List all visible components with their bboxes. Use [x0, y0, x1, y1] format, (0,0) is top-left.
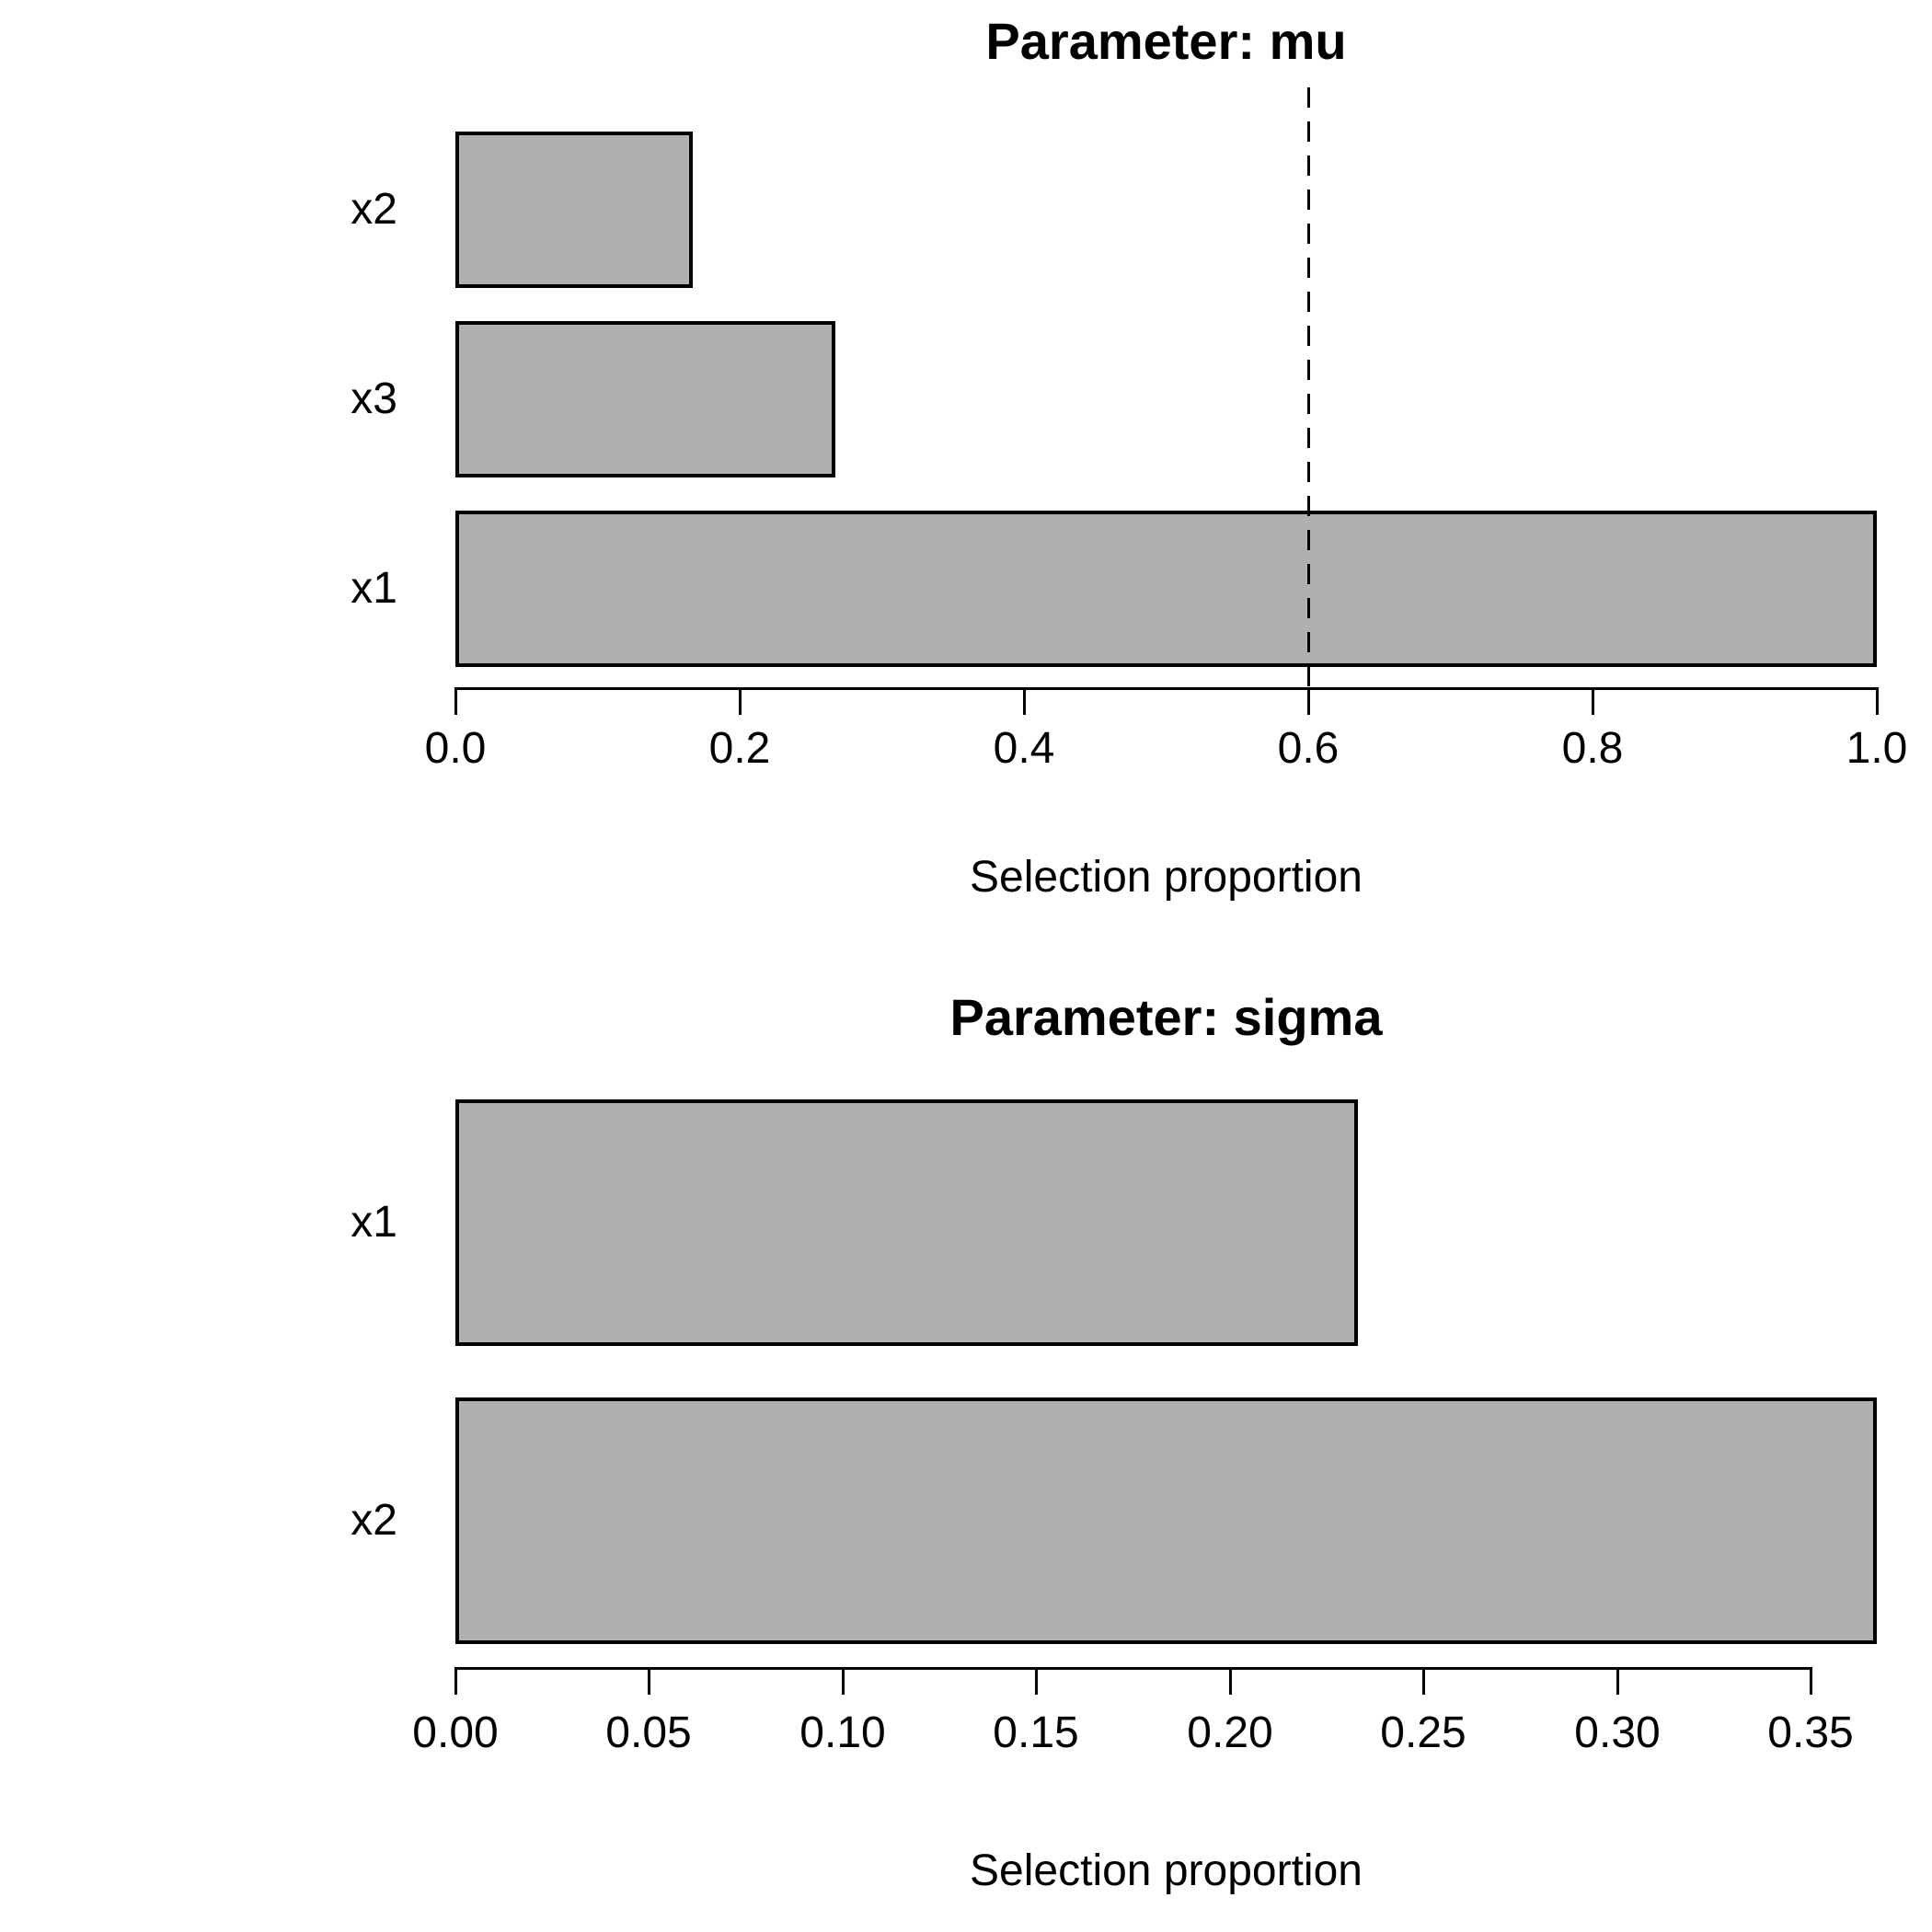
x-axis-label: Selection proportion — [970, 853, 1363, 902]
bar-x1 — [455, 1099, 1358, 1346]
x-axis-tick-label: 0.4 — [993, 724, 1055, 773]
bar-x2 — [455, 1397, 1877, 1644]
x-axis-tick-label: 0.15 — [993, 1708, 1079, 1757]
x-axis-tick-label: 0.0 — [424, 724, 487, 773]
x-axis-tick — [1592, 687, 1594, 715]
x-axis-tick-label: 0.05 — [605, 1708, 692, 1757]
x-axis-tick — [1229, 1667, 1232, 1695]
category-label-x3: x3 — [351, 374, 397, 423]
x-axis-label: Selection proportion — [970, 1846, 1363, 1895]
x-axis-tick — [1810, 1667, 1812, 1695]
x-axis-tick — [1307, 687, 1310, 715]
x-axis-tick — [1876, 687, 1879, 715]
x-axis-tick-label: 0.10 — [799, 1708, 886, 1757]
threshold-dashed-line — [1307, 87, 1310, 687]
x-axis-tick — [842, 1667, 845, 1695]
x-axis-tick — [1023, 687, 1026, 715]
x-axis-tick — [454, 1667, 457, 1695]
bar-x3 — [455, 321, 835, 477]
category-label-x1: x1 — [351, 1198, 397, 1247]
x-axis-tick-label: 0.20 — [1187, 1708, 1273, 1757]
x-axis-tick-label: 0.6 — [1277, 724, 1340, 773]
x-axis-line — [454, 687, 1879, 690]
x-axis-tick-label: 0.8 — [1561, 724, 1624, 773]
x-axis-tick-label: 0.35 — [1767, 1708, 1854, 1757]
x-axis-tick — [454, 687, 457, 715]
x-axis-tick — [648, 1667, 650, 1695]
x-axis-tick — [739, 687, 742, 715]
x-axis-tick — [1035, 1667, 1038, 1695]
category-label-x2: x2 — [351, 1496, 397, 1545]
chart-title: Parameter: sigma — [949, 988, 1383, 1046]
category-label-x1: x1 — [351, 564, 397, 613]
x-axis-tick-label: 0.00 — [412, 1708, 499, 1757]
bar-x1 — [455, 511, 1877, 667]
x-axis-tick-label: 0.2 — [708, 724, 771, 773]
chart-mu: Parameter: mu x2 x3 x1 0.0 0.2 0.4 0.6 0.8 1.0 S… — [351, 12, 1908, 902]
x-axis-tick-label: 0.30 — [1574, 1708, 1661, 1757]
x-axis-tick-label: 0.25 — [1380, 1708, 1466, 1757]
x-axis-tick-label: 1.0 — [1846, 724, 1908, 773]
chart-sigma: Parameter: sigma x1 x2 0.00 0.05 0.10 0.15 0.2… — [0, 966, 1932, 1932]
category-label-x2: x2 — [351, 185, 397, 234]
x-axis-line — [454, 1667, 1812, 1670]
chart-title: Parameter: mu — [985, 12, 1347, 70]
x-axis-tick — [1616, 1667, 1619, 1695]
bar-x2 — [455, 132, 693, 288]
x-axis-tick — [1422, 1667, 1425, 1695]
